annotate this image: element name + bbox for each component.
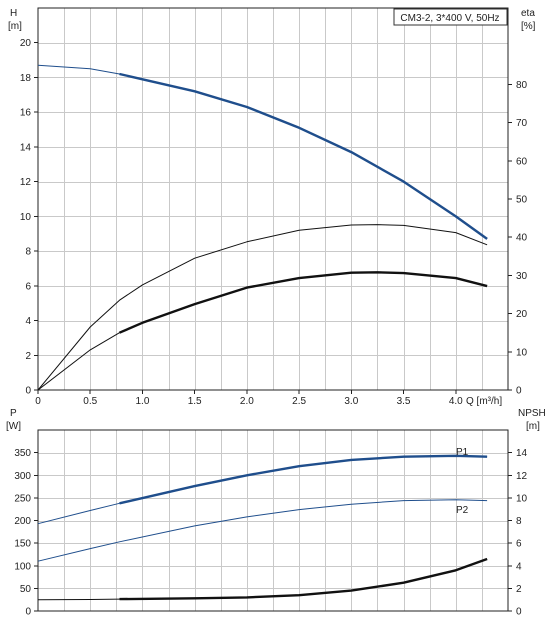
x-tick-label: 3.0	[344, 396, 358, 407]
y-left-tick-label: 14	[20, 142, 32, 153]
y-left-tick-label: 350	[14, 448, 31, 459]
x-tick-label: 3.5	[397, 396, 411, 407]
x-tick-label: 2.5	[292, 396, 306, 407]
y-left-tick-label: 300	[14, 471, 31, 482]
y-right-tick-label: 50	[516, 195, 528, 206]
y-right-tick-label: 12	[516, 471, 528, 482]
y-left-tick-label: 0	[25, 386, 31, 397]
y-right-tick-label: 30	[516, 271, 528, 282]
npsh-axis-label: NPSH	[518, 408, 546, 419]
y-right-tick-label: 80	[516, 80, 528, 91]
bottom-left-ticks: 0 50 100 150 200 250 300 350	[14, 448, 38, 618]
y-left-tick-label: 0	[25, 607, 31, 618]
y-left-tick-label: 150	[14, 539, 31, 550]
y-left-tick-label: 12	[20, 177, 32, 188]
h-axis-unit: [m]	[8, 21, 22, 32]
bottom-grid	[38, 430, 508, 611]
bottom-right-ticks: 0 2 4 6 8 10 12 14	[508, 448, 528, 618]
x-tick-label: 0	[35, 396, 41, 407]
y-right-tick-label: 10	[516, 493, 528, 504]
top-x-ticks: 0 0.5 1.0 1.5 2.0 2.5 3.0 3.5 4.0	[35, 390, 463, 407]
y-left-tick-label: 250	[14, 493, 31, 504]
y-right-tick-label: 0	[516, 607, 522, 618]
p1-curve	[37, 455, 488, 525]
y-left-tick-label: 8	[25, 247, 31, 258]
top-curves	[37, 64, 488, 391]
y-right-tick-label: 4	[516, 561, 522, 572]
chart-title: CM3-2, 3*400 V, 50Hz	[400, 13, 499, 24]
top-right-ticks: 0 10 20 30 40 50 60 70 80	[508, 80, 528, 397]
eta-axis-label: eta	[521, 8, 535, 19]
x-tick-label: 2.0	[240, 396, 254, 407]
x-tick-label: 4.0	[449, 396, 463, 407]
bottom-curves	[37, 454, 488, 601]
y-right-tick-label: 14	[516, 448, 528, 459]
h-curve	[37, 64, 488, 240]
y-right-tick-label: 20	[516, 309, 528, 320]
y-left-tick-label: 4	[25, 316, 31, 327]
y-right-tick-label: 8	[516, 516, 522, 527]
y-right-tick-label: 0	[516, 386, 522, 397]
y-right-tick-label: 2	[516, 584, 522, 595]
y-right-tick-label: 6	[516, 539, 522, 550]
h-curve-operating-range	[119, 72, 488, 240]
top-left-ticks: 0 2 4 6 8 10 12 14 16 18 20	[20, 38, 38, 397]
y-right-tick-label: 10	[516, 347, 528, 358]
x-tick-label: 0.5	[83, 396, 97, 407]
h-axis-label: H	[10, 8, 17, 19]
npsh-curve-operating-range	[119, 557, 488, 601]
y-left-tick-label: 2	[25, 351, 31, 362]
eta-hydraulic-curve-operating-range	[119, 271, 488, 334]
x-axis-label: Q [m³/h]	[466, 396, 502, 407]
p2-curve	[37, 499, 488, 562]
y-left-tick-label: 100	[14, 561, 31, 572]
legend-p2: P2	[456, 505, 469, 516]
x-tick-label: 1.0	[135, 396, 149, 407]
y-left-tick-label: 6	[25, 281, 31, 292]
y-right-tick-label: 70	[516, 118, 528, 129]
eta-overall-curve	[37, 224, 488, 391]
p-axis-label: P	[10, 408, 17, 419]
p1-curve-operating-range	[119, 454, 488, 505]
top-grid	[38, 8, 508, 390]
y-left-tick-label: 10	[20, 212, 32, 223]
y-left-tick-label: 20	[20, 38, 32, 49]
head-efficiency-panel: 0 0.5 1.0 1.5 2.0 2.5 3.0 3.5 4.0 0 2 4 6 8 10 12 14 16 1…	[8, 7, 536, 407]
eta-hydraulic-curve	[37, 271, 488, 391]
legend-p1: P1	[456, 447, 469, 458]
p-axis-unit: [W]	[6, 421, 21, 432]
title-box	[393, 8, 508, 26]
y-left-tick-label: 16	[20, 108, 32, 119]
y-left-tick-label: 18	[20, 73, 32, 84]
x-tick-label: 1.5	[188, 396, 202, 407]
eta-axis-unit: [%]	[521, 21, 536, 32]
y-left-tick-label: 50	[20, 584, 32, 595]
npsh-axis-unit: [m]	[526, 421, 540, 432]
y-left-tick-label: 200	[14, 516, 31, 527]
y-right-tick-label: 40	[516, 233, 528, 244]
y-right-tick-label: 60	[516, 156, 528, 167]
